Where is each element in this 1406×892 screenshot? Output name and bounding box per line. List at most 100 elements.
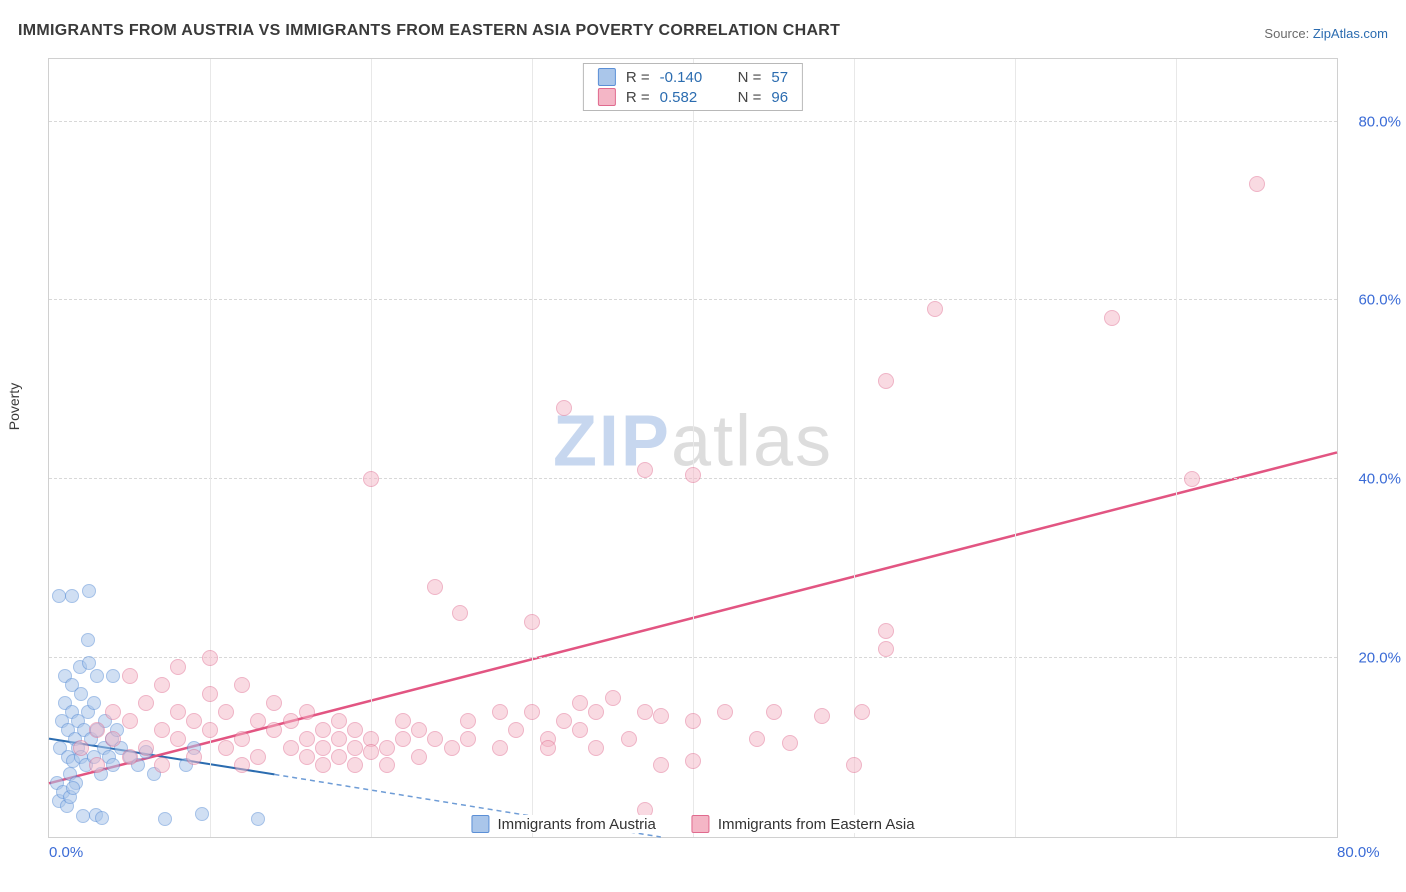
data-point: [234, 677, 250, 693]
data-point: [138, 740, 154, 756]
data-point: [81, 633, 95, 647]
data-point: [87, 696, 101, 710]
data-point: [170, 704, 186, 720]
data-point: [524, 704, 540, 720]
data-point: [331, 749, 347, 765]
gridline-v: [1176, 59, 1177, 837]
data-point: [1249, 176, 1265, 192]
data-point: [283, 713, 299, 729]
data-point: [492, 704, 508, 720]
swatch-austria: [471, 815, 489, 833]
data-point: [452, 605, 468, 621]
y-axis-label: Poverty: [6, 383, 22, 430]
data-point: [572, 722, 588, 738]
x-tick-label: 0.0%: [49, 844, 83, 861]
data-point: [251, 812, 265, 826]
legend-item-eastern-asia: Immigrants from Eastern Asia: [692, 815, 915, 833]
data-point: [492, 740, 508, 756]
data-point: [637, 704, 653, 720]
legend-label-eastern-asia: Immigrants from Eastern Asia: [718, 816, 915, 833]
data-point: [395, 731, 411, 747]
gridline-v: [1015, 59, 1016, 837]
data-point: [106, 669, 120, 683]
correlation-legend: R = -0.140 N = 57 R = 0.582 N = 96: [583, 63, 803, 111]
data-point: [82, 584, 96, 598]
data-point: [717, 704, 733, 720]
data-point: [66, 781, 80, 795]
source-label: Source:: [1264, 26, 1309, 41]
data-point: [138, 695, 154, 711]
data-point: [524, 614, 540, 630]
data-point: [556, 713, 572, 729]
data-point: [234, 731, 250, 747]
data-point: [572, 695, 588, 711]
data-point: [427, 731, 443, 747]
data-point: [556, 400, 572, 416]
data-point: [250, 713, 266, 729]
x-tick-label: 80.0%: [1337, 844, 1343, 861]
data-point: [250, 749, 266, 765]
data-point: [588, 740, 604, 756]
r-label: R =: [626, 89, 650, 106]
data-point: [315, 757, 331, 773]
data-point: [170, 731, 186, 747]
data-point: [363, 471, 379, 487]
data-point: [749, 731, 765, 747]
n-label: N =: [738, 69, 762, 86]
gridline-v: [210, 59, 211, 837]
swatch-eastern-asia: [598, 88, 616, 106]
data-point: [766, 704, 782, 720]
data-point: [653, 757, 669, 773]
data-point: [379, 740, 395, 756]
data-point: [170, 659, 186, 675]
data-point: [878, 623, 894, 639]
data-point: [76, 809, 90, 823]
data-point: [427, 579, 443, 595]
n-value-eastern-asia: 96: [771, 89, 788, 106]
correlation-row-austria: R = -0.140 N = 57: [598, 68, 788, 86]
data-point: [186, 713, 202, 729]
data-point: [315, 740, 331, 756]
series-legend: Immigrants from Austria Immigrants from …: [461, 815, 924, 833]
data-point: [154, 722, 170, 738]
data-point: [331, 713, 347, 729]
data-point: [299, 704, 315, 720]
data-point: [154, 757, 170, 773]
data-point: [218, 740, 234, 756]
data-point: [347, 757, 363, 773]
data-point: [283, 740, 299, 756]
legend-item-austria: Immigrants from Austria: [471, 815, 655, 833]
data-point: [299, 749, 315, 765]
r-value-eastern-asia: 0.582: [660, 89, 720, 106]
data-point: [685, 467, 701, 483]
data-point: [122, 749, 138, 765]
data-point: [363, 744, 379, 760]
source-link[interactable]: ZipAtlas.com: [1313, 26, 1388, 41]
data-point: [782, 735, 798, 751]
data-point: [444, 740, 460, 756]
data-point: [74, 687, 88, 701]
y-tick-label: 60.0%: [1345, 292, 1401, 309]
data-point: [195, 807, 209, 821]
data-point: [347, 740, 363, 756]
gridline-v: [532, 59, 533, 837]
data-point: [89, 757, 105, 773]
swatch-austria: [598, 68, 616, 86]
correlation-row-eastern-asia: R = 0.582 N = 96: [598, 88, 788, 106]
data-point: [106, 758, 120, 772]
data-point: [411, 722, 427, 738]
data-point: [90, 669, 104, 683]
gridline-v: [371, 59, 372, 837]
data-point: [685, 753, 701, 769]
data-point: [65, 589, 79, 603]
data-point: [460, 731, 476, 747]
data-point: [653, 708, 669, 724]
data-point: [411, 749, 427, 765]
r-label: R =: [626, 69, 650, 86]
legend-label-austria: Immigrants from Austria: [497, 816, 655, 833]
y-tick-label: 40.0%: [1345, 471, 1401, 488]
data-point: [878, 641, 894, 657]
data-point: [266, 722, 282, 738]
data-point: [234, 757, 250, 773]
swatch-eastern-asia: [692, 815, 710, 833]
